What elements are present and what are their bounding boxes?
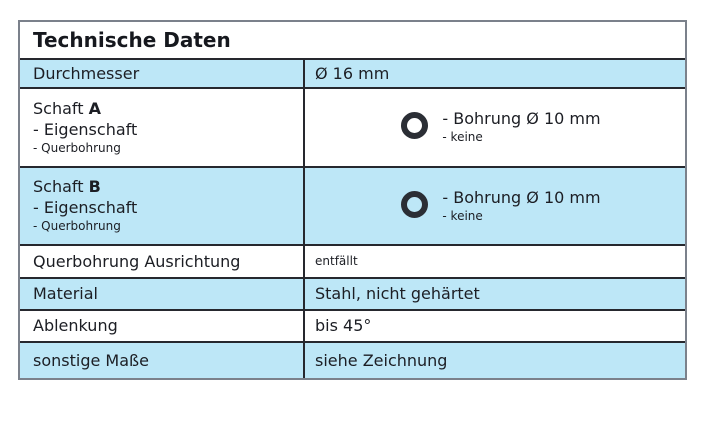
crossbore-value: - keine [442,208,483,223]
bore-ring-icon [401,190,429,218]
row-label: Material [33,284,98,304]
table-row-sonstige-masse: sonstige Maße siehe Zeichnung [20,343,685,378]
bore-value: - Bohrung Ø 10 mm [442,109,601,129]
schaft-value-lines: - Bohrung Ø 10 mm - keine [442,187,600,226]
schaft-a-heading: Schaft A [33,98,303,119]
row-value-cell: bis 45° [305,311,685,341]
schaft-b-heading: Schaft B [33,176,303,197]
row-value: Stahl, nicht gehärtet [315,284,480,304]
row-value: siehe Zeichnung [315,350,448,370]
crossbore-label: - Querbohrung [33,140,121,155]
schaft-value-lines: - Bohrung Ø 10 mm - keine [442,108,600,147]
row-label-cell: Material [20,279,305,309]
crossbore-value: - keine [442,130,483,145]
row-value-cell: Stahl, nicht gehärtet [305,279,685,309]
row-label: Querbohrung Ausrichtung [33,251,241,271]
row-label-cell: Schaft B - Eigenschaft - Querbohrung [20,168,305,244]
bore-ring-icon [401,112,429,139]
crossbore-label: - Querbohrung [33,219,121,234]
row-value-cell: siehe Zeichnung [305,343,685,378]
table-title: Technische Daten [33,28,231,52]
row-label-cell: Schaft A - Eigenschaft - Querbohrung [20,89,305,166]
table-row-durchmesser: Durchmesser Ø 16 mm [20,60,685,89]
row-value-cell: Ø 16 mm [305,60,685,87]
schaft-variant: A [88,98,102,118]
row-label: sonstige Maße [33,350,149,370]
row-value-cell: - Bohrung Ø 10 mm - keine [305,168,685,244]
property-label: - Eigenschaft [33,198,138,218]
row-value: entfällt [315,253,358,268]
table-row-schaft-a: Schaft A - Eigenschaft - Querbohrung - B… [20,89,685,168]
title-divider [20,58,685,60]
schaft-word: Schaft [33,98,84,118]
technical-data-table: Technische Daten Durchmesser Ø 16 mm Sch… [18,20,687,380]
schaft-variant: B [88,177,101,197]
table-row-schaft-b: Schaft B - Eigenschaft - Querbohrung - B… [20,168,685,246]
row-value: bis 45° [315,316,372,336]
row-label: Durchmesser [33,63,140,83]
row-value: Ø 16 mm [315,63,390,83]
row-value-cell: - Bohrung Ø 10 mm - keine [305,89,685,166]
row-value-cell: entfällt [305,246,685,277]
row-label-cell: Durchmesser [20,60,305,87]
table-title-row: Technische Daten [20,22,685,58]
table-row-ablenkung: Ablenkung bis 45° [20,311,685,343]
row-label-cell: Querbohrung Ausrichtung [20,246,305,277]
row-label-cell: Ablenkung [20,311,305,341]
bore-value: - Bohrung Ø 10 mm [442,187,601,207]
row-label: Ablenkung [33,316,118,336]
row-label-cell: sonstige Maße [20,343,305,378]
table-row-material: Material Stahl, nicht gehärtet [20,279,685,311]
property-label: - Eigenschaft [33,119,138,139]
schaft-word: Schaft [33,177,84,197]
table-row-querbohrung-ausrichtung: Querbohrung Ausrichtung entfällt [20,246,685,279]
